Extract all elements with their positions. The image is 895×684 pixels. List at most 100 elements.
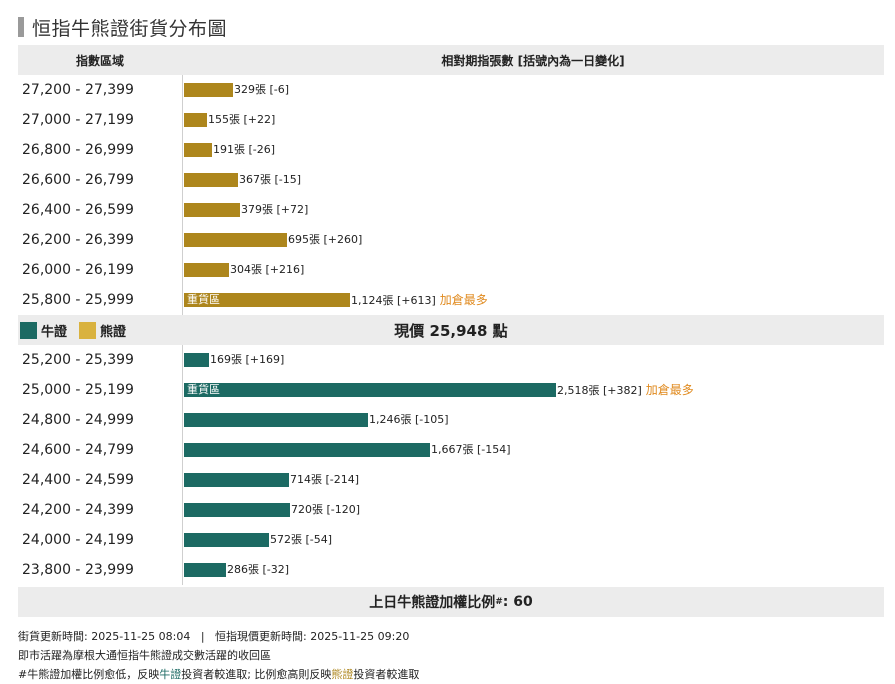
heavy-zone-label: 重貨區 — [187, 383, 220, 396]
bull-bar — [184, 443, 430, 457]
bar-value-text: 695張 [+260] — [288, 233, 363, 246]
weighted-ratio-mark: # — [495, 597, 503, 607]
bear-row: 26,400 - 26,599 379張 [+72] — [18, 195, 884, 225]
bull-row: 24,400 - 24,599 714張 [-214] — [18, 465, 884, 495]
bear-bar — [184, 233, 287, 247]
legend: 牛證 熊證 — [18, 321, 182, 340]
bar-value-text: 169張 [+169] — [210, 353, 285, 366]
bar-value-text: 286張 [-32] — [227, 563, 290, 576]
bull-bar — [184, 353, 209, 367]
bar-value-text: 155張 [+22] — [208, 113, 276, 126]
weighted-ratio-bar: 上日牛熊證加權比例 #: 60 — [18, 587, 884, 617]
bar-value-text: 329張 [-6] — [234, 83, 290, 96]
current-price-prefix: 現價 — [394, 321, 425, 340]
bar-value-label: 304張 [+216] — [230, 262, 304, 278]
bull-bar — [184, 533, 269, 547]
index-range-label: 24,400 - 24,599 — [22, 472, 134, 488]
bar-cell: 1,246張 [-105] — [182, 405, 884, 435]
note-weighted-ratio: #牛熊證加權比例愈低，反映牛證投資者較進取; 比例愈高則反映熊證投資者較進取 — [18, 665, 419, 684]
bar-value-text: 304張 [+216] — [230, 263, 305, 276]
bull-row: 24,600 - 24,799 1,667張 [-154] — [18, 435, 884, 465]
bull-row: 25,200 - 25,399 169張 [+169] — [18, 345, 884, 375]
legend-bull: 牛證 — [20, 321, 67, 340]
bar-value-text: 720張 [-120] — [291, 503, 361, 516]
bar-cell: 重貨區 2,518張 [+382] 加倉最多 — [182, 375, 884, 405]
bar-value-text: 191張 [-26] — [213, 143, 276, 156]
index-range-label: 24,200 - 24,399 — [22, 502, 134, 518]
bar-cell: 重貨區 1,124張 [+613] 加倉最多 — [182, 285, 884, 315]
title-marker — [18, 17, 24, 37]
legend-bull-label: 牛證 — [41, 324, 68, 340]
bar-value-label: 1,667張 [-154] — [431, 442, 511, 458]
most-added-note: 加倉最多 — [645, 383, 694, 397]
bear-row: 27,200 - 27,399 329張 [-6] — [18, 75, 884, 105]
bar-cell: 379張 [+72] — [182, 195, 884, 225]
bar-cell: 367張 [-15] — [182, 165, 884, 195]
legend-bull-swatch — [20, 321, 37, 339]
bar-value-text: 367張 [-15] — [239, 173, 302, 186]
index-range-label: 26,200 - 26,399 — [22, 232, 134, 248]
bar-cell: 304張 [+216] — [182, 255, 884, 285]
current-price-value: 25,948 — [429, 321, 488, 340]
update-times: 街貨更新時間: 2025-11-25 08:04 | 恒指現價更新時間: 202… — [18, 630, 410, 643]
bar-cell: 191張 [-26] — [182, 135, 884, 165]
bear-rows: 27,200 - 27,399 329張 [-6] 27,000 - 27,199 1… — [18, 75, 884, 315]
note-bull-word: 牛證 — [159, 668, 182, 681]
legend-bear: 熊證 — [79, 321, 126, 340]
legend-bear-label: 熊證 — [100, 324, 127, 340]
footnotes: 街貨更新時間: 2025-11-25 08:04 | 恒指現價更新時間: 202… — [18, 627, 419, 684]
title-bar: 恒指牛熊證街貨分布圖 — [18, 16, 228, 40]
bar-value-label: 379張 [+72] — [241, 202, 308, 218]
index-range-label: 26,000 - 26,199 — [22, 262, 134, 278]
bull-rows: 25,200 - 25,399 169張 [+169] 25,000 - 25,19… — [18, 345, 884, 585]
note-bear-word: 熊證 — [331, 668, 354, 681]
weighted-ratio-value: : 60 — [502, 594, 533, 610]
most-added-note: 加倉最多 — [439, 293, 488, 307]
bull-bar — [184, 503, 290, 517]
bar-value-label: 155張 [+22] — [208, 112, 275, 128]
bar-cell: 1,667張 [-154] — [182, 435, 884, 465]
bull-bar — [184, 473, 289, 487]
bear-row: 26,600 - 26,799 367張 [-15] — [18, 165, 884, 195]
note-ratio-part3: 投資者較進取 — [353, 668, 420, 681]
bull-row: 25,000 - 25,199 重貨區 2,518張 [+382] 加倉最多 — [18, 375, 884, 405]
bar-value-text: 2,518張 [+382] — [557, 384, 642, 397]
bear-row: 26,800 - 26,999 191張 [-26] — [18, 135, 884, 165]
bull-row: 23,800 - 23,999 286張 [-32] — [18, 555, 884, 585]
bar-value-label: 191張 [-26] — [213, 142, 275, 158]
header-contracts: 相對期指張數 [括號內為一日變化] — [441, 53, 625, 68]
index-range-label: 24,800 - 24,999 — [22, 412, 134, 428]
bar-value-label: 169張 [+169] — [210, 352, 284, 368]
bar-cell: 329張 [-6] — [182, 75, 884, 105]
bar-value-text: 1,124張 [+613] — [351, 294, 436, 307]
bull-row: 24,800 - 24,999 1,246張 [-105] — [18, 405, 884, 435]
bear-row: 25,800 - 25,999 重貨區 1,124張 [+613] 加倉最多 — [18, 285, 884, 315]
bear-row: 27,000 - 27,199 155張 [+22] — [18, 105, 884, 135]
bar-cell: 695張 [+260] — [182, 225, 884, 255]
index-range-label: 25,200 - 25,399 — [22, 352, 134, 368]
bar-value-label: 1,246張 [-105] — [369, 412, 449, 428]
bear-bar: 重貨區 — [184, 293, 350, 307]
bear-bar — [184, 143, 212, 157]
current-price-suffix: 點 — [492, 321, 508, 340]
note-ratio-part2: 投資者較進取; 比例愈高則反映 — [181, 668, 332, 681]
index-range-label: 27,200 - 27,399 — [22, 82, 134, 98]
bull-row: 24,200 - 24,399 720張 [-120] — [18, 495, 884, 525]
bar-cell: 155張 [+22] — [182, 105, 884, 135]
bar-cell: 714張 [-214] — [182, 465, 884, 495]
bar-cell: 720張 [-120] — [182, 495, 884, 525]
bar-value-text: 714張 [-214] — [290, 473, 360, 486]
bar-value-label: 367張 [-15] — [239, 172, 301, 188]
bar-cell: 286張 [-32] — [182, 555, 884, 585]
bear-bar — [184, 203, 240, 217]
weighted-ratio-label: 上日牛熊證加權比例 — [369, 595, 496, 611]
index-range-label: 26,800 - 26,999 — [22, 142, 134, 158]
note-ratio-part1: #牛熊證加權比例愈低，反映 — [18, 668, 160, 681]
bar-value-label: 714張 [-214] — [290, 472, 359, 488]
bar-value-label: 720張 [-120] — [291, 502, 360, 518]
bull-row: 24,000 - 24,199 572張 [-54] — [18, 525, 884, 555]
bear-bar — [184, 83, 233, 97]
page-title: 恒指牛熊證街貨分布圖 — [32, 17, 228, 40]
index-range-label: 25,000 - 25,199 — [22, 382, 134, 398]
bear-bar — [184, 173, 238, 187]
